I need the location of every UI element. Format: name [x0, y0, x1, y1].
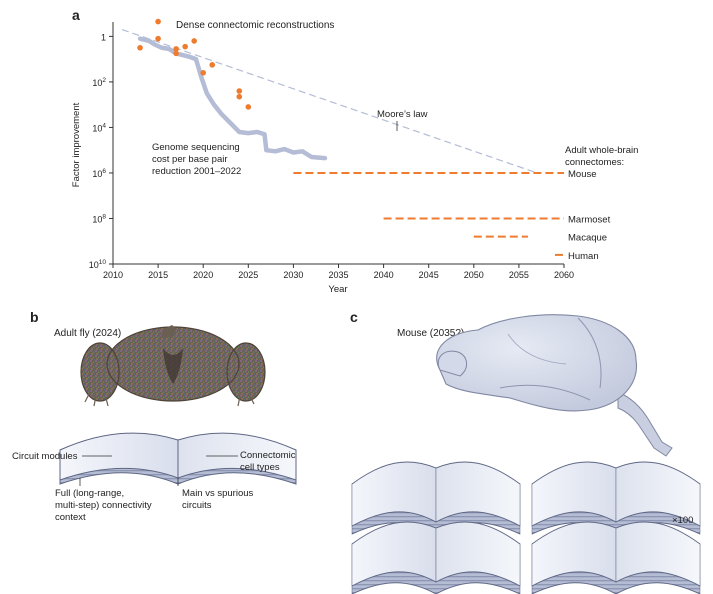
book-1 — [351, 461, 521, 535]
label-connectomic-2: cell types — [240, 462, 280, 473]
x-tick-label: 2020 — [193, 270, 213, 280]
dense-label: Dense connectomic reconstructions — [176, 20, 334, 31]
range-label-human: Human — [568, 251, 599, 262]
book-stack — [351, 461, 701, 594]
genome-label-1: Genome sequencing — [152, 142, 240, 153]
x-tick-label: 2035 — [328, 270, 348, 280]
x-axis-label: Year — [328, 284, 347, 295]
label-full-context-1: Full (long-range, — [55, 488, 124, 499]
label-circuit-modules: Circuit modules — [12, 451, 78, 462]
book-panel-b — [59, 432, 297, 485]
dense-reconstruction-point — [191, 38, 197, 44]
dense-reconstruction-point — [155, 35, 161, 42]
genome-label-3: reduction 2001–2022 — [152, 166, 241, 177]
y-tick-label: 1010 — [89, 259, 107, 270]
genome-sequencing-line — [137, 36, 328, 161]
genome-label-2: cost per base pair — [152, 154, 228, 165]
dense-reconstruction-point — [182, 43, 188, 50]
x-tick-label: 2025 — [238, 270, 258, 280]
y-tick-label: 106 — [92, 168, 106, 179]
label-full-context-2: multi-step) connectivity — [55, 500, 152, 511]
fly-brain-image — [80, 325, 266, 407]
x-tick-label: 2060 — [554, 270, 574, 280]
x-tick-label: 2015 — [148, 270, 168, 280]
y-tick-label: 108 — [92, 213, 106, 224]
adult-connectomes-label-2: connectomes: — [565, 157, 624, 168]
book-4 — [531, 521, 701, 594]
x-tick-label: 2010 — [103, 270, 123, 280]
book-3 — [351, 521, 521, 594]
x-tick-label: 2030 — [283, 270, 303, 280]
dense-reconstruction-point — [209, 62, 216, 68]
mouse-brain-image — [436, 314, 673, 457]
y-tick-label: 102 — [92, 77, 106, 88]
label-main-spurious-1: Main vs spurious — [182, 488, 254, 499]
y-axis-label: Factor improvement — [71, 102, 82, 187]
label-main-spurious-2: circuits — [182, 500, 212, 511]
panel-b-label: b — [30, 309, 39, 325]
dense-reconstruction-point — [137, 44, 143, 51]
moore-law-line — [121, 28, 538, 174]
dense-reconstruction-point — [155, 18, 161, 25]
range-label-macaque: Macaque — [568, 233, 607, 244]
dense-reconstruction-point — [245, 104, 252, 110]
panel-a-label: a — [72, 7, 80, 23]
panel-c-label: c — [350, 309, 358, 325]
fly-title: Adult fly (2024) — [54, 328, 121, 339]
dense-reconstruction-point — [236, 88, 243, 94]
y-tick-label: 1 — [101, 32, 106, 42]
label-full-context-3: context — [55, 512, 86, 523]
multiplier-label: ×100 — [672, 515, 693, 526]
x-tick-label: 2050 — [464, 270, 484, 280]
dense-reconstruction-point — [173, 50, 179, 57]
range-label-marmoset: Marmoset — [568, 214, 611, 225]
adult-connectomes-label-1: Adult whole-brain — [565, 145, 638, 156]
mouse-title: Mouse (2035?) — [397, 328, 464, 339]
chart-a: 2010 2015 2020 2025 2030 2035 2040 2045 2050 2055… — [71, 18, 638, 295]
dense-reconstruction-point — [173, 46, 179, 52]
dense-reconstruction-point — [200, 70, 206, 76]
y-tick-label: 104 — [92, 122, 106, 133]
x-tick-label: 2055 — [509, 270, 529, 280]
range-label-mouse: Mouse — [568, 169, 597, 180]
book-2 — [531, 461, 701, 535]
label-connectomic-1: Connectomic — [240, 450, 296, 461]
dense-reconstruction-point — [236, 93, 243, 100]
x-tick-label: 2040 — [374, 270, 394, 280]
moore-law-label: Moore’s law — [377, 109, 428, 120]
x-tick-label: 2045 — [419, 270, 439, 280]
